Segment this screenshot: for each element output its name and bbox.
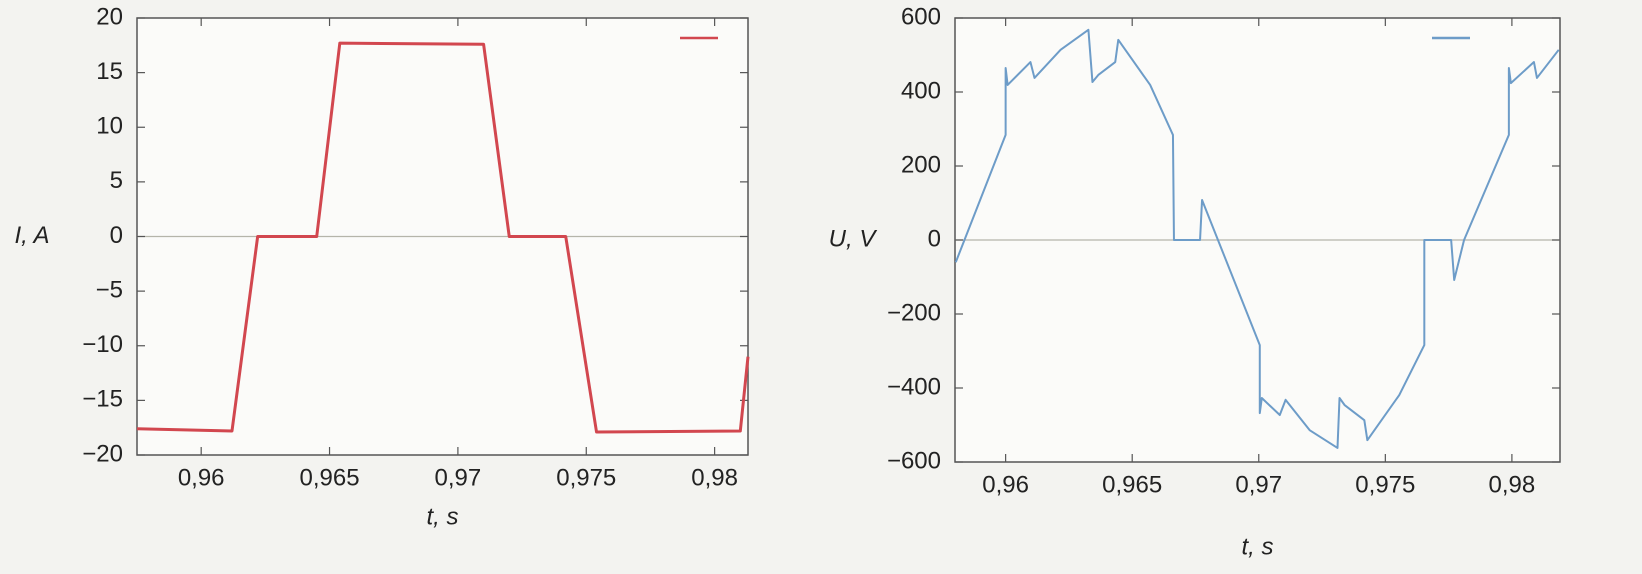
x-axis-label: t, s bbox=[426, 503, 458, 530]
y-tick-label: 5 bbox=[110, 167, 123, 194]
y-tick-label: 20 bbox=[96, 3, 123, 30]
x-tick-label: 0,98 bbox=[691, 464, 738, 491]
y-tick-label: 0 bbox=[928, 225, 941, 252]
x-tick-label: 0,97 bbox=[1235, 471, 1282, 498]
y-tick-label: 600 bbox=[901, 3, 941, 30]
y-tick-label: −5 bbox=[96, 276, 123, 303]
x-axis-label: t, s bbox=[1241, 533, 1273, 560]
y-tick-label: 10 bbox=[96, 113, 123, 140]
x-tick-label: 0,98 bbox=[1489, 471, 1536, 498]
y-tick-label: −600 bbox=[887, 447, 941, 474]
y-tick-label: −400 bbox=[887, 373, 941, 400]
y-tick-label: −20 bbox=[82, 440, 123, 467]
y-axis-label: U, V bbox=[829, 225, 878, 252]
x-tick-label: 0,96 bbox=[982, 471, 1029, 498]
data-line bbox=[136, 41, 750, 434]
y-axis-label: I, A bbox=[14, 222, 49, 249]
x-tick-label: 0,975 bbox=[556, 464, 616, 491]
y-tick-label: 400 bbox=[901, 77, 941, 104]
data-line bbox=[954, 28, 1560, 449]
x-tick-label: 0,975 bbox=[1355, 471, 1415, 498]
y-tick-label: 200 bbox=[901, 151, 941, 178]
x-tick-label: 0,96 bbox=[178, 464, 225, 491]
x-tick-label: 0,97 bbox=[435, 464, 482, 491]
y-tick-label: 0 bbox=[110, 222, 123, 249]
y-tick-label: −15 bbox=[82, 386, 123, 413]
x-tick-label: 0,965 bbox=[1102, 471, 1162, 498]
x-tick-label: 0,965 bbox=[300, 464, 360, 491]
y-tick-label: 15 bbox=[96, 58, 123, 85]
y-tick-label: −200 bbox=[887, 299, 941, 326]
y-tick-label: −10 bbox=[82, 331, 123, 358]
